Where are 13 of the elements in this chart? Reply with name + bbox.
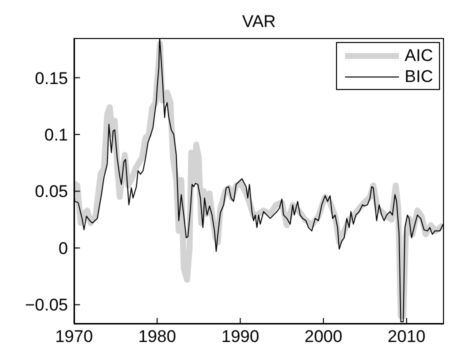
y-tick-label: 0 bbox=[58, 238, 68, 258]
y-tick-label: −0.05 bbox=[24, 296, 68, 315]
y-tick-label: 0.05 bbox=[34, 182, 68, 202]
x-tick-label: 2010 bbox=[388, 327, 426, 346]
chart-title: VAR bbox=[241, 12, 277, 32]
x-tick-label: 1980 bbox=[138, 327, 176, 346]
x-tick-label: 1970 bbox=[55, 327, 93, 346]
legend-label: BIC bbox=[404, 66, 433, 87]
x-tick-label: 2000 bbox=[304, 327, 342, 346]
y-tick-label: 0.1 bbox=[44, 126, 68, 145]
legend-label: AIC bbox=[404, 45, 433, 66]
y-tick-label: 0.15 bbox=[34, 68, 68, 88]
x-tick-label: 1990 bbox=[221, 327, 260, 346]
